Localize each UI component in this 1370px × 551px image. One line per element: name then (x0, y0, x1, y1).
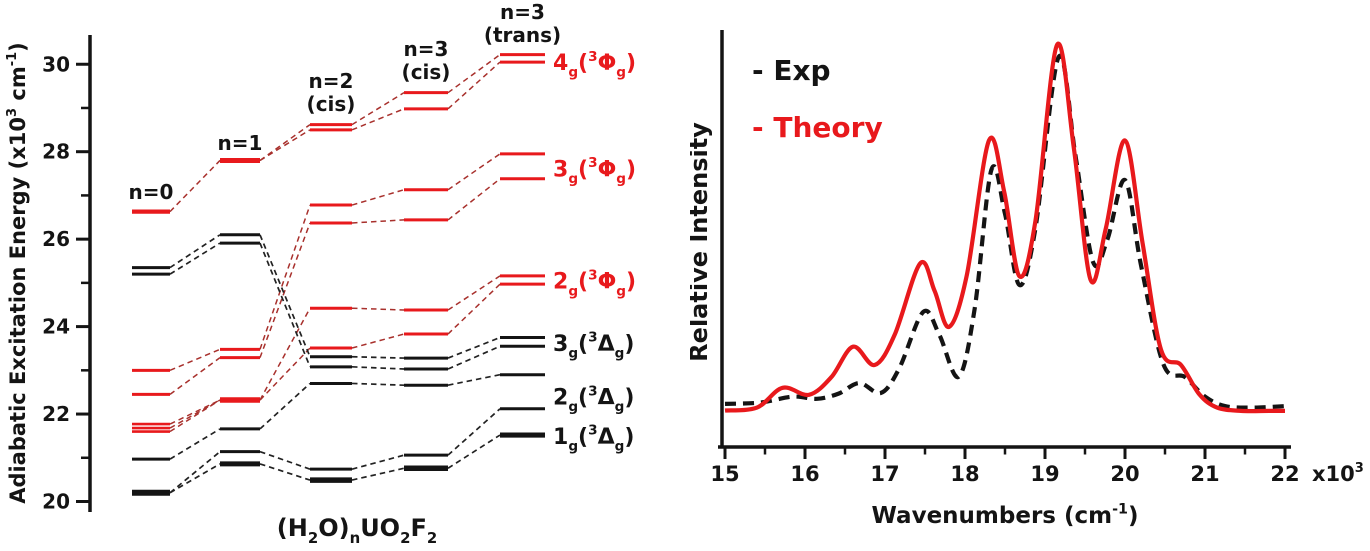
y-tick-label: 28 (42, 140, 70, 164)
column-header: (trans) (484, 23, 561, 47)
level-connector (351, 108, 405, 131)
column-headers: n=0n=1n=2(cis)n=3(cis)n=3(trans) (129, 0, 562, 204)
level-connector (447, 434, 501, 469)
column-header: n=3 (404, 37, 449, 61)
level-connector (259, 222, 311, 358)
state-label: 3g(3Δg) (553, 330, 634, 362)
column-header: n=3 (500, 0, 545, 24)
legend-theory: - Theory (752, 111, 883, 144)
state-label: 2g(3Φg) (553, 267, 636, 299)
level-connector (169, 348, 221, 372)
level-connector (259, 347, 311, 401)
level-connector (351, 382, 405, 387)
x-tick-label: 15 (710, 462, 739, 486)
column-header: (cis) (402, 60, 451, 84)
level-connector (447, 153, 501, 191)
level-connector (447, 373, 501, 387)
level-connector (259, 450, 311, 470)
column-header: n=1 (218, 131, 263, 155)
level-connector (447, 275, 501, 311)
spectrum-panel: 15 16 17 18 19 20 21 22 - Exp - Theory Relative… (685, 0, 1370, 551)
state-label: 3g(3Φg) (553, 155, 636, 187)
level-connector (169, 357, 221, 395)
level-connector (259, 382, 311, 430)
level-connector (351, 365, 405, 370)
y-axis-title: Adiabatic Excitation Energy (x103 cm-1) (5, 42, 30, 504)
level-connector (351, 333, 405, 349)
x-tick-label: 20 (1110, 462, 1139, 486)
x-tick-label: 22 (1270, 462, 1299, 486)
level-connector (259, 129, 311, 162)
level-connector (259, 123, 311, 162)
level-connector (169, 450, 221, 494)
level-connector (447, 345, 501, 370)
energy-level-diagram-panel: 20 22 24 26 28 30 n=0 n=1 n=2 (cis) n=3 (cis) n=3 (t… (5, 0, 636, 547)
level-connector (351, 92, 405, 126)
level-connector (447, 178, 501, 221)
energy-levels (132, 53, 545, 496)
y-axis-ticks: 20 22 24 26 28 30 (42, 52, 90, 514)
level-connector (259, 204, 311, 350)
spectrum-chart: 15 16 17 18 19 20 21 22 - Exp - Theory Relative… (685, 30, 1364, 529)
x-axis-ticks: 15 16 17 18 19 20 21 22 (710, 447, 1300, 486)
y-tick-label: 26 (42, 227, 70, 251)
y-tick-label: 24 (42, 315, 70, 339)
level-connector (169, 463, 221, 494)
spectrum-curves (724, 41, 1286, 414)
x-axis-title: (H2O)nUO2F2 (277, 514, 437, 547)
level-connector (351, 355, 405, 359)
column-header: n=0 (129, 180, 174, 204)
y-axis-title: Relative Intensity (690, 122, 713, 362)
state-label: 2g(3Δg) (553, 383, 634, 415)
level-connector (447, 283, 501, 335)
level-connector (259, 234, 311, 358)
y-tick-label: 20 (42, 490, 70, 514)
curve-theory (724, 41, 1285, 414)
y-tick-label: 22 (42, 402, 70, 426)
level-connector (447, 336, 501, 359)
level-connector (447, 61, 501, 110)
level-connector (351, 454, 405, 470)
legend-exp: - Exp (752, 54, 831, 87)
level-connector (169, 159, 221, 213)
level-connector (259, 242, 311, 368)
level-connector (351, 189, 405, 206)
x-tick-label: 18 (950, 462, 979, 486)
state-label: 1g(3Δg) (553, 423, 634, 455)
level-connector (169, 428, 221, 460)
y-tick-label: 30 (42, 52, 70, 76)
level-connector (169, 242, 221, 275)
level-connector (169, 234, 221, 269)
level-connector (351, 307, 405, 311)
x-scale-label: x103 (1312, 461, 1364, 486)
state-labels: 4g(3Φg) 3g(3Φg) 2g(3Φg) 3g(3Δg) 2g(3Δg) 1g(3Δ… (553, 49, 636, 455)
level-connector (447, 408, 501, 456)
x-tick-label: 16 (790, 462, 819, 486)
axis-labels: Adiabatic Excitation Energy (x103 cm-1) (… (5, 42, 437, 547)
level-connector (351, 467, 405, 481)
column-header: n=2 (309, 69, 354, 93)
x-tick-label: 17 (870, 462, 899, 486)
curve-exp (724, 53, 1286, 410)
level-connector (351, 219, 405, 224)
level-connector (169, 399, 221, 433)
x-tick-label: 19 (1030, 462, 1059, 486)
level-connectors (169, 54, 501, 494)
x-tick-label: 21 (1190, 462, 1219, 486)
x-axis-labels: Wavenumbers (cm-1) x103 (872, 461, 1364, 529)
column-header: (cis) (307, 92, 356, 116)
state-label: 4g(3Φg) (553, 49, 636, 81)
x-axis-title: Wavenumbers (cm-1) (872, 501, 1139, 529)
level-connector (259, 463, 311, 481)
level-connector (447, 54, 501, 94)
level-connector (259, 307, 311, 401)
